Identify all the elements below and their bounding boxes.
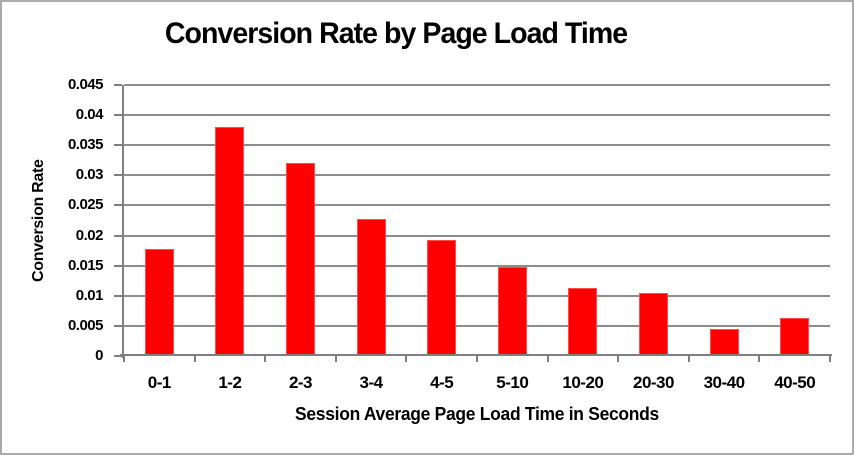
x-tick-label: 0-1 xyxy=(147,373,172,392)
x-tick xyxy=(546,356,549,362)
y-tick-label: 0.045 xyxy=(67,76,104,93)
x-tick-label: 20-30 xyxy=(632,373,674,392)
gridline xyxy=(124,174,830,177)
y-tick xyxy=(114,204,122,207)
gridline xyxy=(124,204,830,207)
y-tick-label: 0 xyxy=(95,347,103,364)
y-tick xyxy=(114,324,122,327)
y-tick-label: 0.005 xyxy=(67,316,104,334)
gridline xyxy=(124,84,830,86)
bar-4-5 xyxy=(427,240,457,354)
gridline xyxy=(124,264,830,267)
x-tick-label: 30-40 xyxy=(703,373,745,392)
y-tick-label: 0.03 xyxy=(75,166,104,184)
x-tick xyxy=(829,356,831,362)
x-tick-label: 4-5 xyxy=(430,373,454,392)
y-tick xyxy=(114,114,122,117)
bar-30-40 xyxy=(709,328,739,354)
y-tick xyxy=(114,84,122,86)
x-tick xyxy=(334,356,337,362)
y-axis-title: Conversion Rate xyxy=(30,159,47,282)
y-tick-label: 0.015 xyxy=(67,256,104,274)
y-tick-label: 0.04 xyxy=(75,106,104,124)
x-tick-label: 40-50 xyxy=(774,373,816,392)
gridline xyxy=(124,144,830,147)
gridline xyxy=(124,114,830,117)
x-axis-title: Session Average Page Load Time in Second… xyxy=(295,404,659,424)
bar-40-50 xyxy=(780,318,810,354)
y-tick-label: 0.01 xyxy=(75,286,104,304)
gridline xyxy=(124,234,830,237)
y-tick xyxy=(114,355,122,357)
bar-2-3 xyxy=(286,162,315,354)
x-tick xyxy=(405,356,408,362)
bar-10-20 xyxy=(568,287,598,354)
bar-1-2 xyxy=(215,126,245,354)
x-axis-line xyxy=(120,354,832,356)
gridline xyxy=(124,294,830,297)
y-tick xyxy=(114,144,122,147)
x-tick-label: 3-4 xyxy=(359,373,384,392)
y-tick xyxy=(114,234,122,237)
x-tick xyxy=(758,356,761,362)
x-tick xyxy=(687,356,690,362)
plot-area xyxy=(120,84,832,358)
x-tick-label: 10-20 xyxy=(562,373,604,392)
y-tick xyxy=(114,264,122,267)
x-tick-label: 2-3 xyxy=(288,373,313,392)
bar-0-1 xyxy=(144,249,174,354)
chart-title: Conversion Rate by Page Load Time xyxy=(164,17,628,50)
bar-3-4 xyxy=(356,218,386,354)
bar-20-30 xyxy=(639,293,668,354)
x-tick-label: 1-2 xyxy=(218,373,242,392)
y-axis-line xyxy=(122,85,124,358)
y-tick xyxy=(114,294,122,297)
y-tick-label: 0.025 xyxy=(67,196,104,214)
x-tick-label: 5-10 xyxy=(496,373,529,392)
gridline xyxy=(124,324,830,327)
x-tick xyxy=(617,356,620,362)
x-tick xyxy=(123,356,125,362)
x-tick xyxy=(264,356,267,362)
y-tick xyxy=(114,174,122,177)
y-tick-label: 0.035 xyxy=(67,136,104,154)
bar-5-10 xyxy=(497,267,527,354)
x-tick xyxy=(193,356,196,362)
x-tick xyxy=(476,356,478,362)
y-tick-label: 0.02 xyxy=(75,226,104,244)
